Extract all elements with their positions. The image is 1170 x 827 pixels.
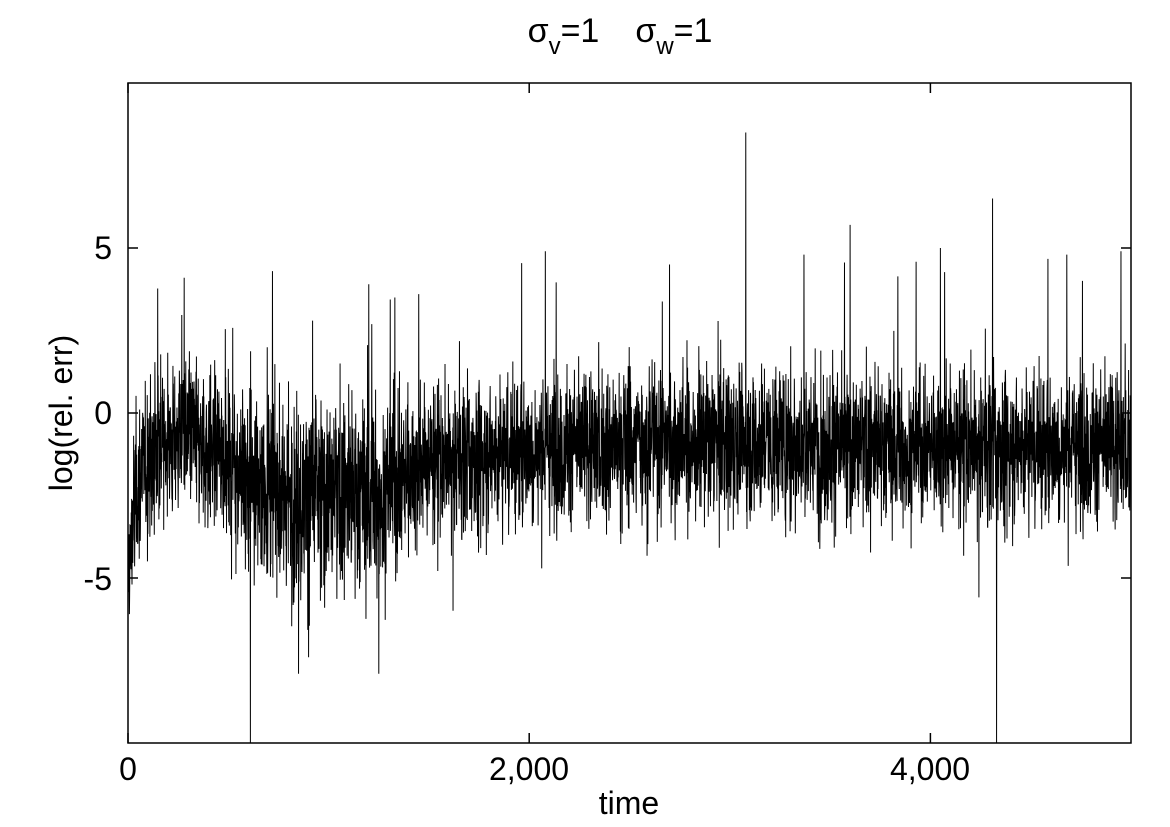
x-tick-label-4000: 4,000 — [890, 751, 970, 787]
y-tick-label-neg5: -5 — [84, 561, 112, 597]
title-sigma-v: σ — [528, 12, 549, 50]
chart-title: σv=1 σw=1 — [528, 12, 713, 60]
title-eq-w: =1 — [674, 12, 713, 50]
y-axis-label: log(rel. err) — [43, 335, 79, 491]
title-eq-v: =1 — [561, 12, 600, 50]
title-sub-v: v — [549, 33, 561, 60]
y-tick-label-5: 5 — [94, 230, 112, 266]
x-tick-label-2000: 2,000 — [489, 751, 569, 787]
axis-ticks — [127, 83, 1131, 743]
series-line — [127, 132, 1132, 744]
x-axis-label: time — [599, 785, 659, 821]
title-sub-w: w — [655, 33, 674, 60]
y-tick-label-0: 0 — [94, 395, 112, 431]
title-sigma-w: σ — [635, 12, 656, 50]
x-tick-label-0: 0 — [119, 751, 137, 787]
